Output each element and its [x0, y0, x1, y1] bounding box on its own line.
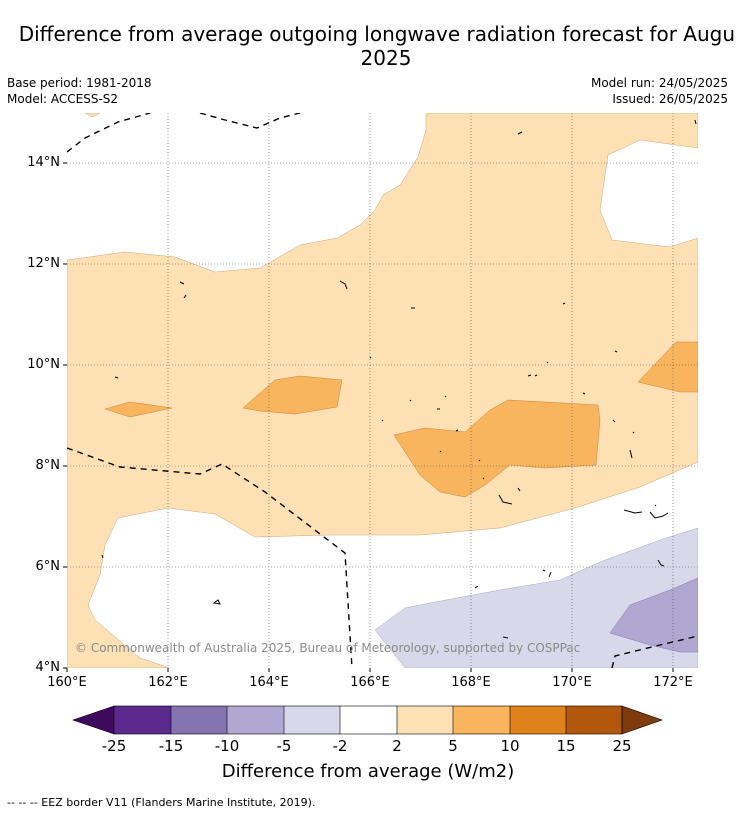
lat-label-12n: 12°N: [27, 256, 60, 271]
colorbar-label-p2: 2: [392, 737, 402, 755]
colorbar-bin-m5-m2: [284, 706, 340, 734]
lat-label-4n: 4°N: [35, 660, 61, 675]
model-name: Model: ACCESS-S2: [7, 92, 119, 106]
eez-footer-note: -- -- -- EEZ border V11 (Flanders Marine…: [7, 796, 316, 809]
colorbar-bin-p2-p5: [397, 706, 453, 734]
lon-label-166e: 166°E: [350, 675, 390, 690]
region-plus5-plus10-a: [104, 401, 173, 418]
colorbar-bin-m25-m15: [114, 706, 171, 734]
grid: [67, 113, 698, 668]
lon-label-172e: 172°E: [653, 675, 693, 690]
meta-left: Base period: 1981-2018 Model: ACCESS-S2: [7, 75, 152, 107]
lon-label-160e: 160°E: [47, 675, 87, 690]
lon-label-162e: 162°E: [148, 675, 188, 690]
colorbar-bin-m10-m5: [227, 706, 284, 734]
map-title: Difference from average outgoing longwav…: [18, 22, 736, 70]
lat-label-10n: 10°N: [27, 357, 60, 372]
colorbar-bin-p10-p15: [510, 706, 566, 734]
colorbar: [72, 705, 663, 735]
lon-label-164e: 164°E: [249, 675, 289, 690]
axis-ticks: [63, 162, 674, 672]
colorbar-title: Difference from average (W/m2): [221, 761, 515, 782]
colorbar-label-m2: -2: [332, 737, 348, 755]
lat-label-6n: 6°N: [35, 559, 61, 574]
colorbar-extend-low: [72, 705, 115, 735]
model-run: Model run: 24/05/2025: [590, 76, 728, 90]
colorbar-label-m15: -15: [158, 737, 184, 755]
colorbar-label-p10: 10: [500, 737, 520, 755]
colorbar-bin-p15-p25: [566, 706, 622, 734]
lat-label-14n: 14°N: [27, 155, 60, 170]
region-plus2-plus5: [67, 113, 698, 668]
region-plus5-plus10-d: [637, 341, 698, 393]
colorbar-label-m10: -10: [214, 737, 240, 755]
base-period: Base period: 1981-2018: [7, 76, 152, 90]
colorbar-extend-high: [621, 705, 663, 735]
region-plus5-plus10-b: [242, 375, 343, 415]
meta-right: Model run: 24/05/2025 Issued: 26/05/2025: [591, 75, 728, 107]
colorbar-label-p5: 5: [448, 737, 458, 755]
region-plus2-plus5-small: [84, 113, 101, 118]
colorbar-bin-p5-p10: [453, 706, 510, 734]
colorbar-label-m5: -5: [276, 737, 292, 755]
map-plot-area: [67, 113, 698, 668]
lon-label-168e: 168°E: [451, 675, 491, 690]
colorbar-label-m25: -25: [101, 737, 127, 755]
colorbar-bin-m15-m10: [171, 706, 227, 734]
copyright-text: © Commonwealth of Australia 2025, Bureau…: [75, 641, 581, 655]
colorbar-label-p25: 25: [612, 737, 632, 755]
region-minus5-minus10: [609, 577, 698, 653]
lat-label-8n: 8°N: [35, 458, 61, 473]
colorbar-bin-m2-p2: [340, 706, 397, 734]
eez-borders: [67, 113, 698, 668]
colorbar-label-p15: 15: [556, 737, 576, 755]
lon-label-170e: 170°E: [552, 675, 592, 690]
issued-date: Issued: 26/05/2025: [612, 92, 728, 106]
islands: [101, 119, 697, 639]
region-plus5-plus10-c: [393, 399, 601, 498]
